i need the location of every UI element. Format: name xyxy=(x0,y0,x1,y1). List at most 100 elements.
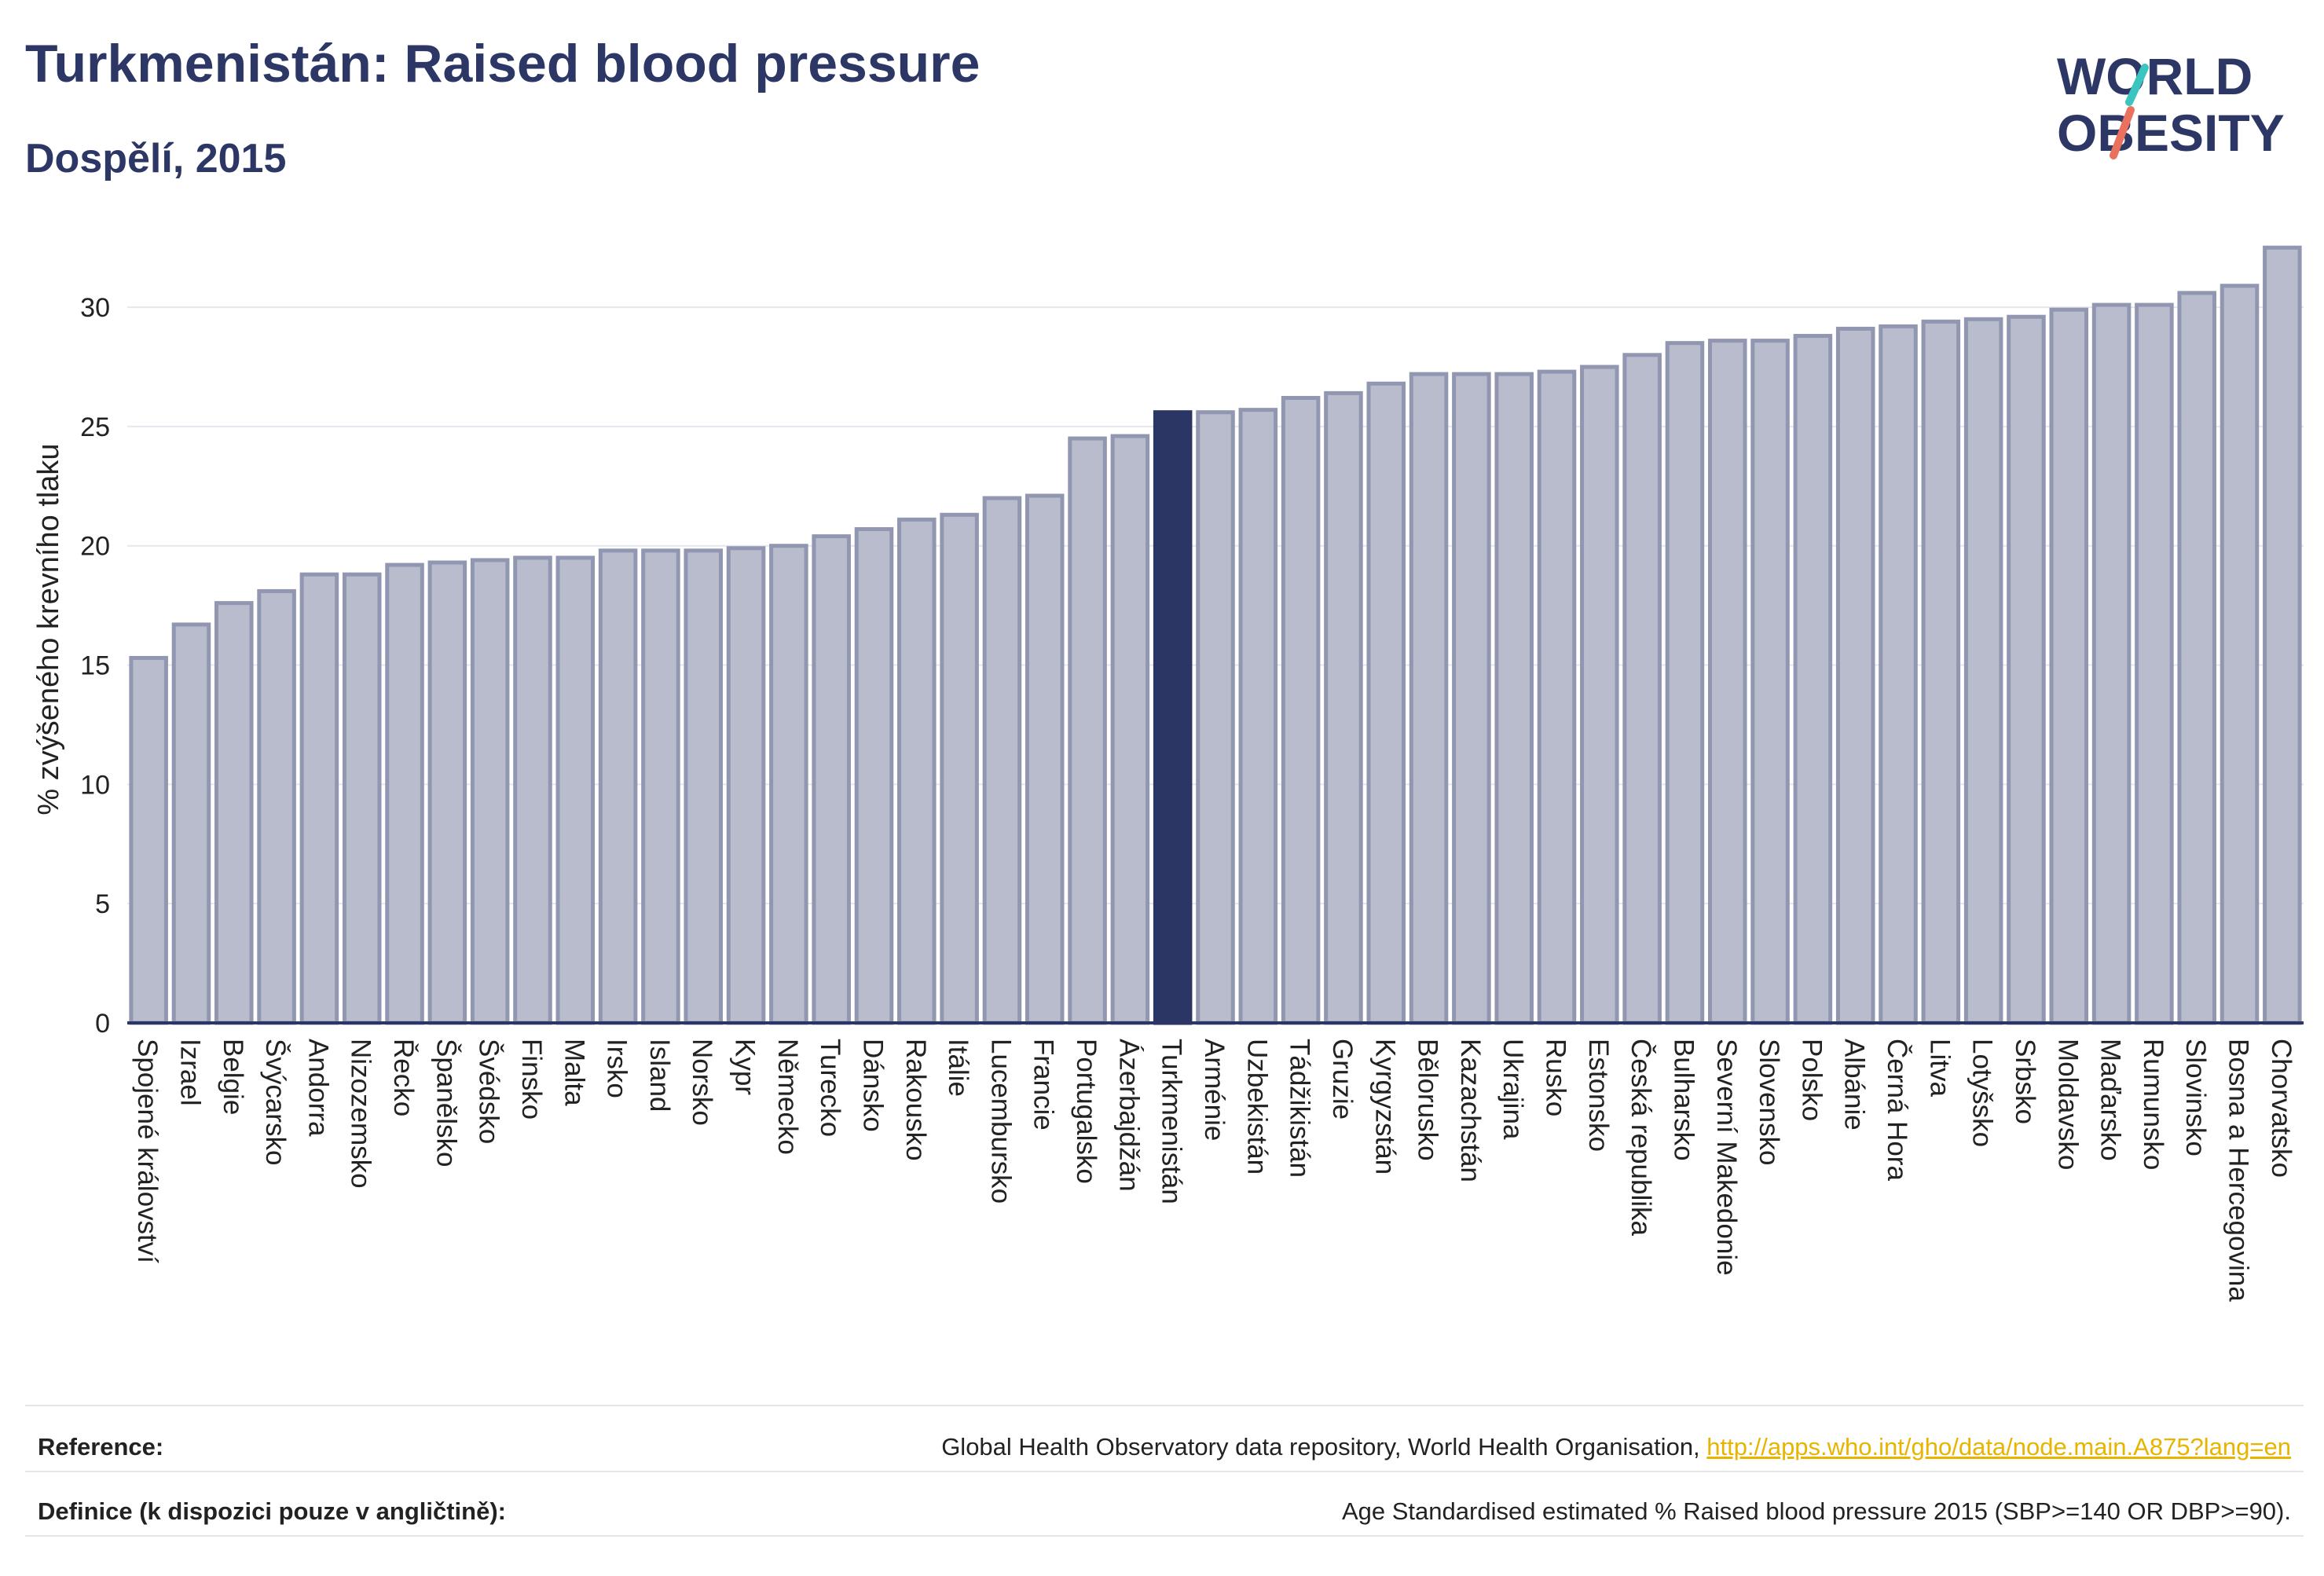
x-tick-label: Moldavsko xyxy=(2052,1039,2083,1170)
x-tick-label: Rumunsko xyxy=(2138,1039,2168,1170)
x-tick-label: Belgie xyxy=(218,1039,248,1115)
bar xyxy=(641,548,680,1025)
bar xyxy=(1196,410,1235,1025)
x-tick-label: Švýcarsko xyxy=(260,1039,291,1165)
x-tick-label: Severní Makedonie xyxy=(1711,1039,1742,1276)
x-tick-label: Bulharsko xyxy=(1668,1039,1699,1161)
bar xyxy=(1494,372,1534,1025)
bar xyxy=(1879,324,1918,1025)
x-tick-label: Uzbekistán xyxy=(1241,1039,1272,1175)
x-tick-label: Rakousko xyxy=(900,1039,931,1161)
bar xyxy=(1580,365,1619,1025)
bar xyxy=(1537,369,1577,1025)
bar xyxy=(598,548,638,1025)
x-tick-label: Lucembursko xyxy=(985,1039,1016,1204)
bar xyxy=(1324,390,1363,1025)
x-tick-label: Kyrgyzstán xyxy=(1369,1039,1400,1175)
x-tick-label: Česká republika xyxy=(1626,1039,1656,1236)
y-tick-label: 20 xyxy=(80,532,110,562)
y-tick-label: 30 xyxy=(80,293,110,323)
bar xyxy=(940,512,979,1025)
reference-label: Reference: xyxy=(38,1433,164,1461)
x-tick-label: Irsko xyxy=(602,1039,632,1098)
y-tick-label: 0 xyxy=(95,1009,110,1039)
bar xyxy=(812,534,851,1025)
bar xyxy=(299,572,339,1025)
y-tick-label: 15 xyxy=(80,651,110,681)
definition-row: Definice (k dispozici pouze v angličtině… xyxy=(38,1494,2291,1529)
bar xyxy=(470,558,510,1025)
x-tick-label: Polsko xyxy=(1796,1039,1827,1121)
x-tick-label: Černá Hora xyxy=(1882,1039,1912,1181)
bar xyxy=(1452,372,1491,1025)
bar xyxy=(2263,245,2302,1025)
world-obesity-logo: WORLD OBESITY xyxy=(2057,47,2285,162)
x-tick-label: Turkmenistán xyxy=(1157,1039,1187,1204)
x-tick-label: Turecko xyxy=(815,1039,845,1137)
x-tick-label: Srbsko xyxy=(2010,1039,2040,1124)
x-tick-label: Itálie xyxy=(943,1039,973,1097)
y-tick-label: 10 xyxy=(80,770,110,800)
x-tick-label: Francie xyxy=(1028,1039,1059,1131)
bar xyxy=(1153,410,1193,1025)
reference-row: Reference: Global Health Observatory dat… xyxy=(38,1430,2291,1464)
bar xyxy=(1409,372,1449,1025)
bar xyxy=(1281,395,1321,1025)
logo-slash-teal xyxy=(2125,64,2149,106)
x-tick-label: Albánie xyxy=(1839,1039,1870,1131)
definition-text: Age Standardised estimated % Raised bloo… xyxy=(1341,1497,2291,1525)
chart-title: Turkmenistán: Raised blood pressure xyxy=(25,34,981,93)
bar xyxy=(1068,436,1107,1025)
reference-link[interactable]: http://apps.who.int/gho/data/node.main.A… xyxy=(1706,1433,2291,1461)
bar xyxy=(2007,314,2046,1025)
bar xyxy=(1750,339,1790,1025)
footer-divider xyxy=(25,1405,2304,1406)
x-tick-label: Bělorusko xyxy=(1413,1039,1443,1161)
bar xyxy=(385,563,424,1025)
logo-word-world: WORLD xyxy=(2057,47,2253,105)
x-tick-label: Bosna a Hercegovina xyxy=(2223,1039,2254,1302)
x-tick-label: Lotyšsko xyxy=(1967,1039,1998,1147)
x-tick-label: Maďarsko xyxy=(2095,1039,2126,1161)
x-tick-label: Slovensko xyxy=(1754,1039,1784,1165)
bar xyxy=(2135,302,2174,1025)
footer-divider xyxy=(25,1471,2304,1472)
bar xyxy=(171,622,211,1025)
x-tick-label: Kazachstán xyxy=(1455,1039,1486,1182)
bar xyxy=(342,572,382,1025)
logo-word-obesity: OBESITY xyxy=(2057,104,2285,162)
y-axis-label: % zvýšeného krevního tlaku xyxy=(32,443,65,815)
bar xyxy=(1622,353,1662,1025)
bar xyxy=(1366,381,1406,1025)
x-tick-label: Portugalsko xyxy=(1071,1039,1102,1184)
bar xyxy=(129,655,168,1025)
x-tick-label: Arménie xyxy=(1199,1039,1230,1141)
x-tick-label: Dánsko xyxy=(857,1039,888,1132)
x-tick-label: Island xyxy=(644,1039,675,1112)
x-tick-label: Spojené království xyxy=(132,1039,163,1263)
x-tick-label: Gruzie xyxy=(1327,1039,1358,1120)
x-tick-label: Rusko xyxy=(1541,1039,1571,1116)
bar xyxy=(2049,307,2089,1025)
x-tick-label: Malta xyxy=(559,1039,589,1106)
bar xyxy=(854,526,894,1025)
x-tick-label: Chorvatsko xyxy=(2266,1039,2297,1178)
x-tick-label: Slovinsko xyxy=(2180,1039,2211,1156)
x-tick-label: Nizozemsko xyxy=(346,1039,376,1189)
x-tick-label: Tádžikistán xyxy=(1285,1039,1315,1178)
bar xyxy=(684,548,724,1025)
x-tick-label: Kypr xyxy=(730,1039,761,1095)
x-tick-label: Řecko xyxy=(388,1039,419,1116)
y-tick-label: 25 xyxy=(80,412,110,442)
x-tick-label: Ázerbajdžán xyxy=(1113,1039,1144,1192)
x-tick-label: Estonsko xyxy=(1583,1039,1614,1152)
bar xyxy=(1110,434,1150,1025)
bar xyxy=(1793,334,1833,1025)
chart-subtitle: Dospělí, 2015 xyxy=(25,136,287,181)
x-tick-label: Litva xyxy=(1924,1039,1955,1097)
x-tick-label: Švédsko xyxy=(474,1039,504,1144)
bar xyxy=(1025,493,1065,1025)
bar xyxy=(1665,341,1705,1025)
x-tick-label: Ukrajina xyxy=(1497,1039,1528,1140)
y-tick-label: 5 xyxy=(95,889,110,919)
